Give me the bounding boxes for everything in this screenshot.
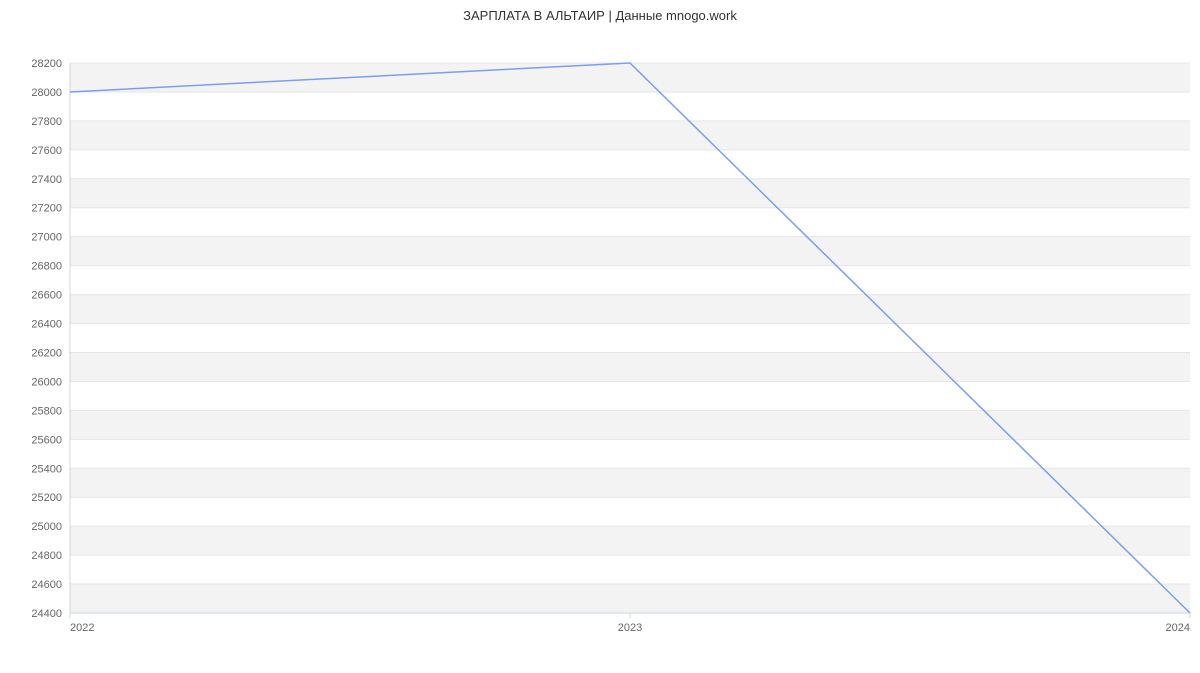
salary-line-chart: ЗАРПЛАТА В АЛЬТАИР | Данные mnogo.work 2… [0,0,1200,650]
chart-title: ЗАРПЛАТА В АЛЬТАИР | Данные mnogo.work [0,0,1200,23]
x-tick-label: 2023 [618,622,642,634]
x-tick-label: 2022 [70,622,94,634]
y-tick-label: 28200 [31,58,62,70]
y-tick-label: 27200 [31,203,62,215]
y-tick-label: 25800 [31,405,62,417]
y-tick-label: 26800 [31,261,62,273]
y-tick-label: 25200 [31,492,62,504]
y-tick-label: 24800 [31,550,62,562]
y-tick-label: 26000 [31,376,62,388]
y-tick-label: 24600 [31,579,62,591]
y-tick-label: 26400 [31,319,62,331]
y-tick-label: 28000 [31,87,62,99]
y-tick-label: 25400 [31,463,62,475]
y-tick-label: 27600 [31,145,62,157]
chart-svg: 24400 24600 24800 25000 25200 25400 25600 25800… [0,23,1200,673]
y-tick-label: 26200 [31,347,62,359]
y-tick-label: 27000 [31,232,62,244]
y-tick-label: 27400 [31,174,62,186]
y-tick-label: 27800 [31,116,62,128]
y-tick-label: 25000 [31,521,62,533]
y-tick-label: 24400 [31,608,62,620]
x-tick-label: 2024 [1166,622,1190,634]
y-tick-label: 26600 [31,290,62,302]
y-tick-label: 25600 [31,434,62,446]
